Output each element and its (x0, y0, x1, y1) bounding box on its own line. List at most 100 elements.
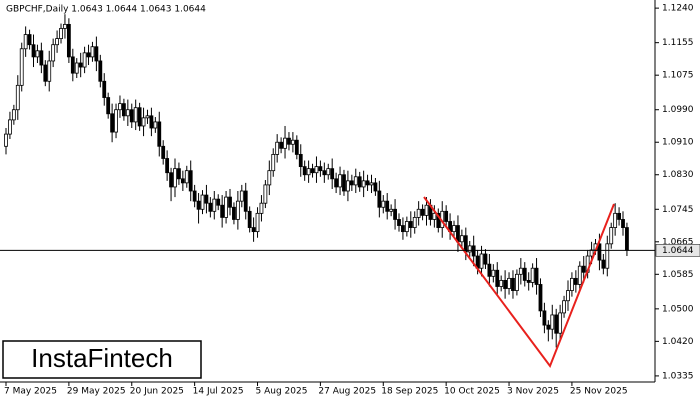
candle-body (31, 44, 36, 58)
candle-body (122, 103, 126, 117)
candle-body (499, 280, 504, 287)
candle-body (169, 172, 173, 188)
candle-body (404, 221, 409, 233)
candle-body (577, 265, 582, 285)
candle-body (625, 227, 629, 251)
candle-body (589, 249, 594, 257)
candle-body (287, 137, 291, 145)
candle-body (338, 174, 342, 188)
candle-body (412, 217, 417, 228)
candle-body (459, 235, 464, 243)
candle-body (59, 28, 63, 40)
y-tick-label: 1.1155 (662, 38, 694, 48)
candle-body (420, 208, 425, 216)
candle-body (39, 50, 44, 66)
y-tick-label: 1.0585 (662, 270, 694, 280)
candle-body (90, 46, 95, 58)
x-tick-label: 10 Oct 2025 (444, 387, 500, 397)
candle-body (55, 38, 59, 46)
x-tick-label: 18 Sep 2025 (381, 387, 438, 397)
price-label: 1.0644 (662, 246, 694, 256)
candle-body (177, 168, 181, 180)
candle-body (271, 154, 276, 172)
candle-body (621, 219, 625, 228)
candle-body (43, 64, 48, 82)
candle-body (456, 225, 460, 243)
y-tick-label: 1.0910 (662, 138, 694, 148)
candle-body (137, 107, 142, 127)
candle-body (511, 277, 515, 291)
candle-body (51, 44, 56, 62)
candle-body (463, 235, 468, 253)
candle-body (346, 180, 350, 192)
candle-body (283, 137, 287, 149)
candle-body (613, 212, 618, 228)
candle-body (573, 277, 578, 285)
chart-title: GBPCHF,Daily 1.0643 1.0644 1.0643 1.0644 (6, 5, 206, 15)
x-tick-label: 3 Nov 2025 (507, 387, 559, 397)
candle-body (342, 174, 346, 192)
candle-body (393, 208, 397, 220)
candle-body (357, 176, 362, 188)
candle-body (566, 290, 570, 302)
candle-body (259, 202, 264, 214)
candle-body (290, 139, 295, 145)
x-tick-label: 5 Aug 2025 (256, 387, 308, 397)
candle-body (188, 170, 193, 192)
candle-body (397, 219, 401, 226)
candle-body (239, 190, 244, 202)
candle-body (235, 200, 240, 220)
candle-body (530, 267, 535, 283)
candle-body (479, 253, 484, 269)
candle-body (82, 52, 87, 68)
candle-body (416, 208, 421, 218)
candle-body (110, 113, 115, 133)
candle-body (145, 115, 150, 119)
candle-body (322, 170, 327, 176)
x-tick-label: 27 Aug 2025 (318, 387, 376, 397)
candle-body (452, 225, 456, 233)
candle-body (11, 109, 16, 121)
candle-body (310, 168, 315, 174)
candle-body (526, 280, 531, 283)
candle-body (436, 212, 441, 228)
candle-body (377, 190, 382, 208)
candle-body (538, 284, 543, 312)
candle-body (114, 109, 118, 133)
candle-body (365, 180, 370, 186)
candle-body (617, 212, 621, 220)
candle-body (483, 253, 488, 265)
candle-body (467, 245, 472, 253)
candle-body (369, 182, 374, 186)
candle-body (554, 314, 559, 334)
candle-body (432, 212, 437, 220)
candle-body (78, 62, 83, 68)
y-tick-label: 1.1075 (662, 71, 694, 81)
candle-body (605, 243, 610, 269)
candle-body (491, 269, 496, 277)
candle-body (74, 62, 79, 74)
candle-body (125, 109, 130, 117)
candle-body (601, 259, 606, 269)
candle-body (4, 133, 8, 147)
candle-body (424, 204, 429, 216)
candle-body (66, 23, 71, 58)
candle-body (302, 166, 307, 176)
candle-body (330, 168, 335, 180)
candle-body (15, 84, 20, 111)
y-tick-label: 1.0990 (662, 105, 694, 115)
candle-body (224, 196, 228, 218)
candle-body (232, 206, 236, 220)
candle-body (279, 141, 284, 149)
candle-body (318, 166, 323, 172)
candle-body (349, 180, 354, 186)
candle-body (129, 109, 134, 123)
candle-body (550, 314, 555, 330)
candle-body (200, 194, 205, 210)
pattern-line (423, 196, 615, 369)
candle-body (306, 168, 311, 176)
candle-body (314, 166, 319, 174)
candle-body (471, 245, 476, 257)
